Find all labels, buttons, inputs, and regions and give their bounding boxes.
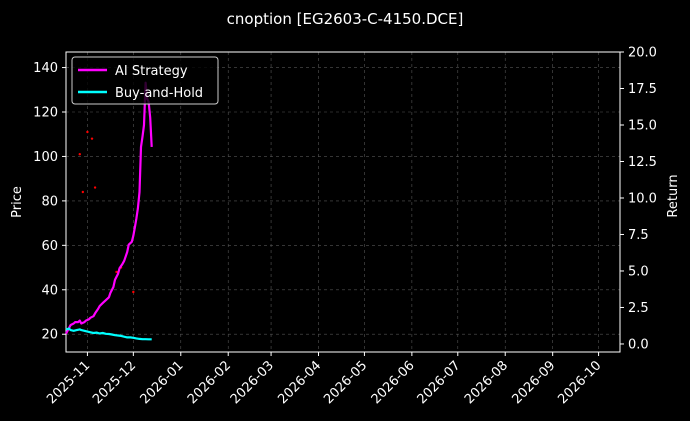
trade-markers bbox=[78, 130, 135, 294]
legend: AI Strategy Buy-and-Hold bbox=[71, 56, 219, 105]
y-right-tick-label: 7.5 bbox=[628, 228, 649, 243]
y-right-tick-label: 20.0 bbox=[628, 46, 657, 61]
y-left-tick-label: 80 bbox=[41, 194, 58, 209]
trade-marker bbox=[93, 186, 97, 189]
y-right-tick-label: 10.0 bbox=[628, 191, 657, 206]
y-left-tick-label: 120 bbox=[33, 106, 58, 121]
y-right-tick-label: 12.5 bbox=[628, 155, 657, 170]
trade-marker bbox=[90, 137, 94, 140]
y-right-tick-label: 0.0 bbox=[628, 337, 649, 352]
y-axis-right-ticks: 0.0 2.5 5.0 7.5 10.0 12.5 15.0 17.5 20.0 bbox=[620, 46, 657, 352]
legend-box bbox=[71, 56, 219, 105]
legend-label-buy-and-hold: Buy-and-Hold bbox=[115, 86, 203, 101]
series-line-buy-and-hold bbox=[65, 327, 152, 341]
chart-title: cnoption [EG2603-C-4150.DCE] bbox=[227, 10, 464, 28]
legend-label-ai-strategy: AI Strategy bbox=[115, 64, 188, 79]
y-right-tick-label: 17.5 bbox=[628, 82, 657, 97]
series-lines bbox=[65, 81, 153, 341]
y-right-tick-label: 2.5 bbox=[628, 301, 649, 316]
trade-marker bbox=[86, 130, 89, 134]
plot-frame bbox=[65, 51, 621, 353]
y-right-tick-label: 15.0 bbox=[628, 118, 657, 133]
y-left-tick-label: 40 bbox=[41, 283, 58, 298]
trade-marker bbox=[115, 270, 118, 274]
series-line-ai-strategy bbox=[65, 81, 153, 335]
trade-marker bbox=[132, 290, 135, 294]
y-axis-left-ticks: 20 40 60 80 100 120 140 bbox=[33, 61, 66, 343]
y-right-tick-label: 5.0 bbox=[628, 264, 649, 279]
trade-marker bbox=[81, 190, 85, 194]
y-left-tick-label: 20 bbox=[41, 328, 58, 343]
y-left-tick-label: 60 bbox=[41, 239, 58, 254]
trade-marker bbox=[78, 153, 81, 156]
y-left-tick-label: 140 bbox=[33, 61, 58, 76]
y-left-tick-label: 100 bbox=[33, 150, 58, 165]
y-axis-right-title: Return bbox=[666, 174, 681, 217]
y-axis-left-title: Price bbox=[10, 186, 25, 218]
